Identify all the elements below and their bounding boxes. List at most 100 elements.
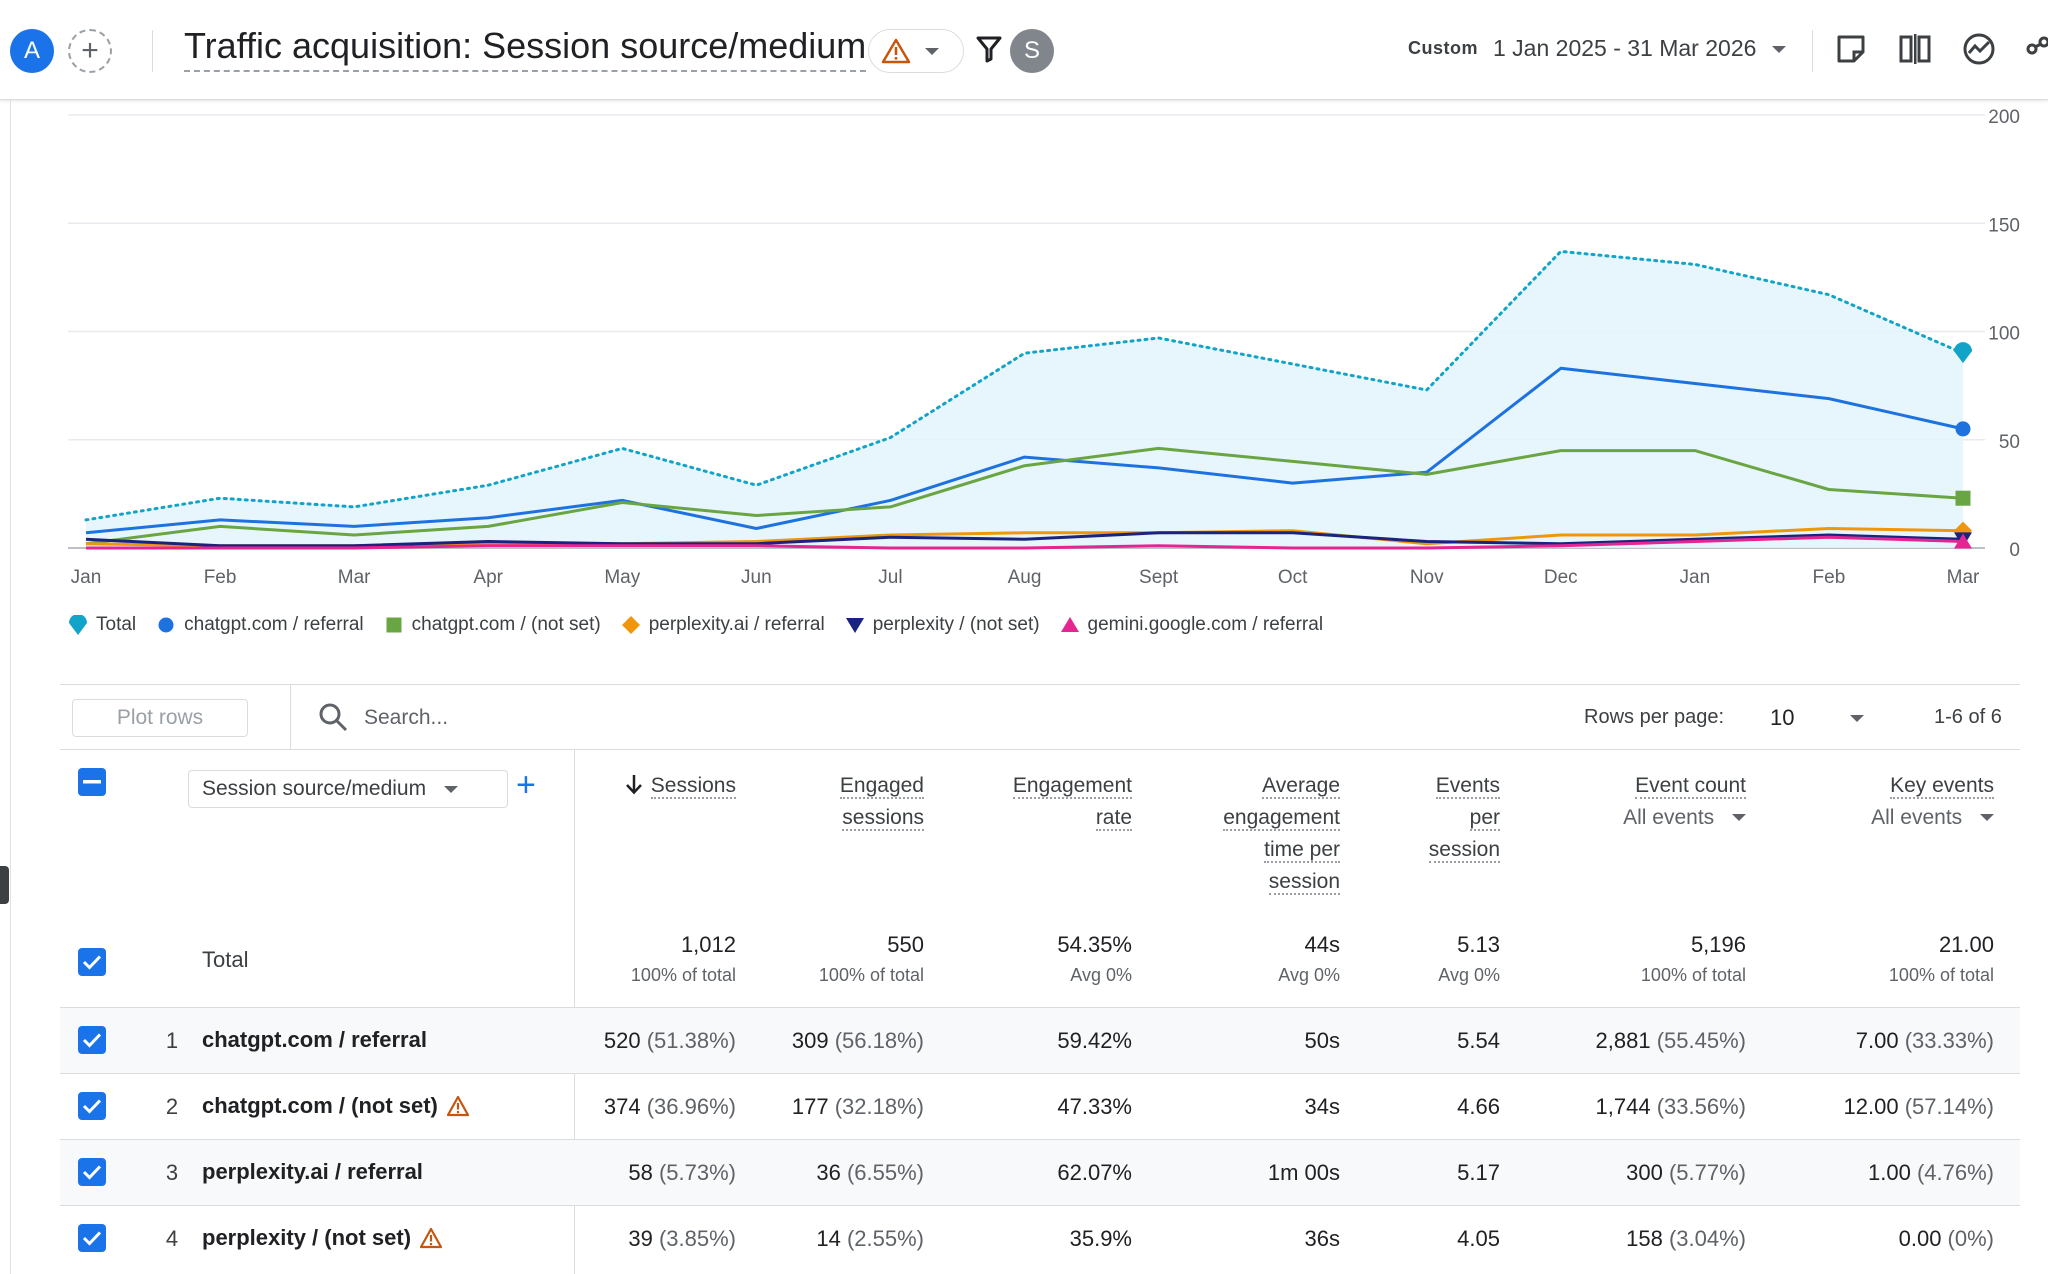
total-percent: Avg 0% — [1438, 965, 1500, 985]
metric-cell: 4.05 — [1260, 1226, 1500, 1252]
cell-value: 374 — [603, 1094, 641, 1119]
cell-value: 5.54 — [1457, 1028, 1500, 1053]
chart-legend: Total chatgpt.com / referral chatgpt.com /… — [68, 614, 1323, 636]
legend-label: chatgpt.com / referral — [184, 614, 364, 635]
x-tick-label: Jan — [71, 567, 102, 588]
cell-percent: (57.14%) — [1898, 1094, 1994, 1119]
cell-value: 7.00 — [1855, 1028, 1899, 1053]
row-dimension[interactable]: perplexity / (not set) — [202, 1225, 443, 1251]
add-dimension-button[interactable]: + — [516, 766, 536, 804]
rows-per-page-chevron-icon[interactable] — [1850, 715, 1864, 722]
total-percent: 100% of total — [818, 965, 924, 985]
row-checkbox[interactable] — [78, 1224, 106, 1252]
metric-cell: 177 (32.18%) — [684, 1094, 924, 1120]
row-number: 2 — [165, 1094, 179, 1119]
annotation-icon[interactable] — [1834, 32, 1868, 66]
x-tick-label: Jan — [1680, 567, 1711, 588]
metric-header[interactable]: Engagement rate — [932, 770, 1132, 834]
y-tick-label: 100 — [1988, 324, 2020, 345]
header-divider — [152, 30, 153, 72]
cell-value: 47.33% — [1057, 1094, 1132, 1119]
event-filter-select[interactable]: All events — [1794, 802, 1994, 834]
legend-item[interactable]: Total — [68, 614, 136, 636]
compare-icon[interactable] — [1898, 32, 1932, 66]
cell-percent: (51.38%) — [640, 1028, 736, 1053]
cell-percent: (33.56%) — [1650, 1094, 1746, 1119]
metric-cell: 300 (5.77%) — [1506, 1160, 1746, 1186]
panel-resize-handle[interactable] — [0, 866, 9, 904]
metric-header[interactable]: Event count All events — [1546, 770, 1746, 834]
legend-item[interactable]: gemini.google.com / referral — [1060, 614, 1323, 636]
warning-icon[interactable] — [446, 1095, 470, 1117]
comparison-avatar[interactable]: A — [10, 29, 54, 73]
metric-cell: 7.00 (33.33%) — [1754, 1028, 1994, 1054]
legend-item[interactable]: chatgpt.com / referral — [156, 614, 364, 636]
share-icon[interactable] — [2026, 32, 2048, 66]
row-checkbox[interactable] — [78, 1158, 106, 1186]
warning-icon[interactable] — [419, 1227, 443, 1249]
series-end-marker[interactable] — [1955, 421, 1971, 437]
series-line-1 — [85, 366, 1964, 535]
search-input[interactable] — [362, 699, 962, 737]
dimension-select[interactable]: Session source/medium — [188, 770, 508, 808]
row-dimension-label: chatgpt.com / (not set) — [202, 1093, 438, 1118]
date-range-value[interactable]: 1 Jan 2025 - 31 Mar 2026 — [1493, 35, 1757, 61]
metric-cell: 4.66 — [1260, 1094, 1500, 1120]
filter-icon[interactable] — [975, 34, 1003, 64]
metric-header[interactable]: Engaged sessions — [724, 770, 924, 834]
x-tick-label: Feb — [204, 567, 237, 588]
cell-value: 309 — [791, 1028, 829, 1053]
table-row[interactable]: 2 chatgpt.com / (not set) 374 (36.96%) 177 … — [60, 1073, 2020, 1139]
legend-item[interactable]: perplexity / (not set) — [845, 614, 1040, 636]
legend-circle-icon — [158, 617, 174, 633]
series-end-marker[interactable] — [1955, 490, 1971, 506]
cell-value: 1m 00s — [1267, 1160, 1340, 1185]
row-dimension[interactable]: chatgpt.com / referral — [202, 1027, 427, 1053]
series-end-marker[interactable] — [1954, 533, 1972, 549]
cell-value: 36s — [1304, 1226, 1340, 1251]
data-quality-button[interactable] — [868, 29, 964, 73]
page-title[interactable]: Traffic acquisition: Session source/medi… — [184, 24, 867, 72]
metric-header[interactable]: Average engagement time per session — [1140, 770, 1340, 898]
series-end-marker[interactable] — [1954, 342, 1972, 364]
total-percent: 100% of total — [1888, 965, 1994, 985]
metric-header-label: engagement — [1223, 806, 1340, 831]
row-checkbox[interactable] — [78, 1092, 106, 1120]
add-comparison-button[interactable]: + — [68, 29, 112, 73]
legend-item[interactable]: chatgpt.com / (not set) — [384, 614, 601, 636]
date-chevron-down-icon[interactable] — [1772, 46, 1786, 53]
y-axis: 0 50 100 150 200 — [1988, 107, 2020, 561]
metric-header[interactable]: Events per session — [1300, 770, 1500, 866]
totals-checkbox[interactable] — [78, 948, 106, 976]
metric-header[interactable]: Key events All events — [1794, 770, 1994, 834]
total-value: 21.00 — [1938, 932, 1994, 957]
cell-value: 177 — [791, 1094, 829, 1119]
row-dimension[interactable]: perplexity.ai / referral — [202, 1159, 423, 1185]
cell-value: 36 — [816, 1160, 841, 1185]
metric-header-label: Average — [1262, 774, 1340, 799]
cell-percent: (6.55%) — [840, 1160, 924, 1185]
user-avatar[interactable]: S — [1010, 29, 1054, 73]
table-row[interactable]: 1 chatgpt.com / referral 520 (51.38%) 309 (… — [60, 1007, 2020, 1073]
legend-item[interactable]: perplexity.ai / referral — [621, 614, 825, 636]
insights-icon[interactable] — [1962, 32, 1996, 66]
sort-descending-icon[interactable] — [625, 773, 643, 795]
row-checkbox[interactable] — [78, 1026, 106, 1054]
metric-cell: 5.17 — [1260, 1160, 1500, 1186]
table-row[interactable]: 3 perplexity.ai / referral 58 (5.73%) 36 (6… — [60, 1139, 2020, 1205]
metric-header-label: Key events — [1890, 774, 1994, 799]
plot-rows-button[interactable]: Plot rows — [72, 699, 248, 737]
rows-per-page-select[interactable]: 10 — [1770, 705, 1795, 730]
table-toolbar: Plot rows Rows per page: 10 1-6 of 6 — [60, 684, 2020, 750]
metric-header-label: Sessions — [650, 774, 736, 799]
legend-diamond-icon — [621, 616, 640, 634]
row-dimension[interactable]: chatgpt.com / (not set) — [202, 1093, 470, 1119]
cell-value: 12.00 — [1843, 1094, 1899, 1119]
select-all-checkbox[interactable] — [78, 768, 106, 796]
cell-value: 58 — [628, 1160, 653, 1185]
table-row[interactable]: 4 perplexity / (not set) 39 (3.85%) 14 (2.5… — [60, 1205, 2020, 1271]
cell-value: 158 — [1626, 1226, 1663, 1251]
date-range-type[interactable]: Custom — [1408, 38, 1478, 58]
event-filter-select[interactable]: All events — [1546, 802, 1746, 834]
metric-header[interactable]: Sessions — [536, 770, 736, 802]
